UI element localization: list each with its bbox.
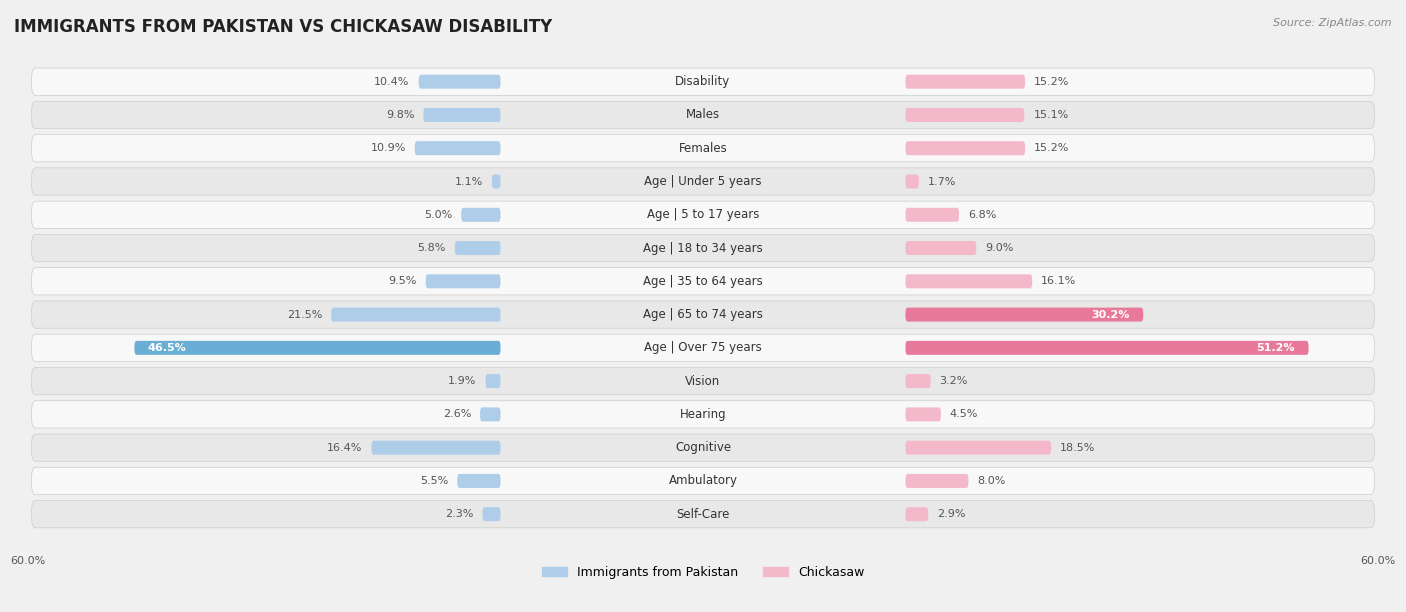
FancyBboxPatch shape [31, 501, 1375, 528]
FancyBboxPatch shape [905, 241, 976, 255]
Text: 10.4%: 10.4% [374, 76, 409, 87]
FancyBboxPatch shape [135, 341, 501, 355]
FancyBboxPatch shape [905, 274, 1032, 288]
FancyBboxPatch shape [31, 102, 1375, 129]
FancyBboxPatch shape [905, 341, 1309, 355]
FancyBboxPatch shape [31, 301, 1375, 328]
Text: 9.0%: 9.0% [986, 243, 1014, 253]
FancyBboxPatch shape [905, 441, 1052, 455]
Text: Age | 5 to 17 years: Age | 5 to 17 years [647, 208, 759, 222]
Text: 2.3%: 2.3% [446, 509, 474, 519]
Text: Males: Males [686, 108, 720, 121]
Text: 15.1%: 15.1% [1033, 110, 1069, 120]
Text: 46.5%: 46.5% [148, 343, 187, 353]
Text: Ambulatory: Ambulatory [668, 474, 738, 487]
FancyBboxPatch shape [31, 201, 1375, 228]
Text: Self-Care: Self-Care [676, 508, 730, 521]
FancyBboxPatch shape [426, 274, 501, 288]
Text: 1.9%: 1.9% [449, 376, 477, 386]
Text: Age | Over 75 years: Age | Over 75 years [644, 341, 762, 354]
FancyBboxPatch shape [905, 374, 931, 388]
Text: 8.0%: 8.0% [977, 476, 1005, 486]
Text: 1.1%: 1.1% [454, 176, 482, 187]
FancyBboxPatch shape [905, 474, 969, 488]
Text: Source: ZipAtlas.com: Source: ZipAtlas.com [1274, 18, 1392, 28]
FancyBboxPatch shape [31, 68, 1375, 95]
FancyBboxPatch shape [905, 507, 928, 521]
Text: 6.8%: 6.8% [967, 210, 997, 220]
FancyBboxPatch shape [492, 174, 501, 188]
Text: 5.5%: 5.5% [420, 476, 449, 486]
FancyBboxPatch shape [31, 367, 1375, 395]
Text: Age | 18 to 34 years: Age | 18 to 34 years [643, 242, 763, 255]
Legend: Immigrants from Pakistan, Chickasaw: Immigrants from Pakistan, Chickasaw [537, 561, 869, 584]
FancyBboxPatch shape [423, 108, 501, 122]
Text: IMMIGRANTS FROM PAKISTAN VS CHICKASAW DISABILITY: IMMIGRANTS FROM PAKISTAN VS CHICKASAW DI… [14, 18, 553, 36]
FancyBboxPatch shape [457, 474, 501, 488]
FancyBboxPatch shape [461, 208, 501, 222]
Text: 16.1%: 16.1% [1042, 276, 1077, 286]
Text: 16.4%: 16.4% [328, 442, 363, 453]
FancyBboxPatch shape [905, 174, 920, 188]
Text: Age | Under 5 years: Age | Under 5 years [644, 175, 762, 188]
FancyBboxPatch shape [415, 141, 501, 155]
Text: Females: Females [679, 142, 727, 155]
Text: 30.2%: 30.2% [1091, 310, 1130, 319]
FancyBboxPatch shape [905, 75, 1025, 89]
Text: 21.5%: 21.5% [287, 310, 322, 319]
FancyBboxPatch shape [905, 108, 1025, 122]
FancyBboxPatch shape [31, 434, 1375, 461]
FancyBboxPatch shape [31, 267, 1375, 295]
FancyBboxPatch shape [31, 468, 1375, 494]
Text: Cognitive: Cognitive [675, 441, 731, 454]
Text: 9.5%: 9.5% [388, 276, 416, 286]
FancyBboxPatch shape [905, 308, 1143, 321]
FancyBboxPatch shape [482, 507, 501, 521]
FancyBboxPatch shape [332, 308, 501, 321]
FancyBboxPatch shape [31, 401, 1375, 428]
FancyBboxPatch shape [905, 141, 1025, 155]
Text: 18.5%: 18.5% [1060, 442, 1095, 453]
FancyBboxPatch shape [485, 374, 501, 388]
Text: 2.6%: 2.6% [443, 409, 471, 419]
Text: 3.2%: 3.2% [939, 376, 969, 386]
FancyBboxPatch shape [31, 168, 1375, 195]
FancyBboxPatch shape [371, 441, 501, 455]
Text: 1.7%: 1.7% [928, 176, 956, 187]
FancyBboxPatch shape [905, 208, 959, 222]
Text: 9.8%: 9.8% [385, 110, 415, 120]
Text: 5.0%: 5.0% [425, 210, 453, 220]
Text: 2.9%: 2.9% [938, 509, 966, 519]
Text: 4.5%: 4.5% [950, 409, 979, 419]
FancyBboxPatch shape [31, 135, 1375, 162]
Text: 15.2%: 15.2% [1035, 143, 1070, 153]
Text: 51.2%: 51.2% [1257, 343, 1295, 353]
Text: Vision: Vision [685, 375, 721, 387]
Text: Age | 35 to 64 years: Age | 35 to 64 years [643, 275, 763, 288]
Text: 10.9%: 10.9% [370, 143, 406, 153]
Text: Hearing: Hearing [679, 408, 727, 421]
Text: 5.8%: 5.8% [418, 243, 446, 253]
Text: Age | 65 to 74 years: Age | 65 to 74 years [643, 308, 763, 321]
FancyBboxPatch shape [419, 75, 501, 89]
FancyBboxPatch shape [905, 408, 941, 422]
FancyBboxPatch shape [456, 241, 501, 255]
Text: Disability: Disability [675, 75, 731, 88]
FancyBboxPatch shape [479, 408, 501, 422]
FancyBboxPatch shape [31, 234, 1375, 262]
FancyBboxPatch shape [31, 334, 1375, 362]
Text: 15.2%: 15.2% [1035, 76, 1070, 87]
